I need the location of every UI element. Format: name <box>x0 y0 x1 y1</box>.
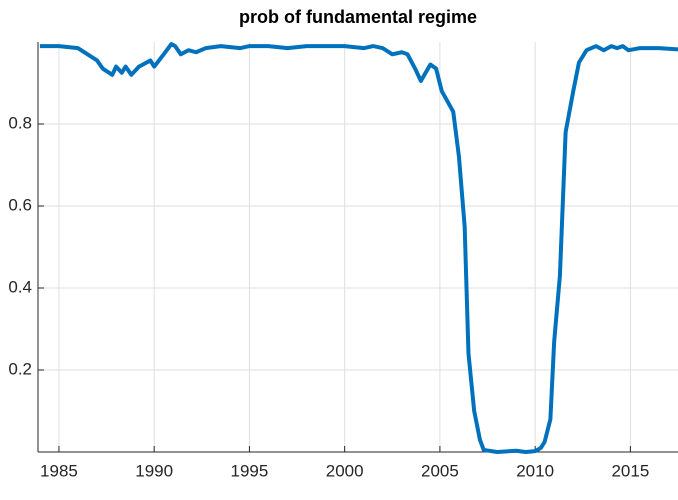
y-tick-label: 0.8 <box>8 113 32 132</box>
x-tick-label: 2015 <box>611 461 649 480</box>
x-tick-label: 1990 <box>135 461 173 480</box>
x-tick-label: 2005 <box>421 461 459 480</box>
chart-title: prob of fundamental regime <box>239 7 477 27</box>
x-tick-label: 2000 <box>326 461 364 480</box>
y-tick-label: 0.6 <box>8 195 32 214</box>
data-line <box>39 42 678 454</box>
x-tick-label: 1995 <box>231 461 269 480</box>
y-tick-label: 0.2 <box>8 359 32 378</box>
x-tick-label: 2010 <box>516 461 554 480</box>
x-tick-label: 1985 <box>40 461 78 480</box>
y-tick-label: 0.4 <box>8 277 32 296</box>
